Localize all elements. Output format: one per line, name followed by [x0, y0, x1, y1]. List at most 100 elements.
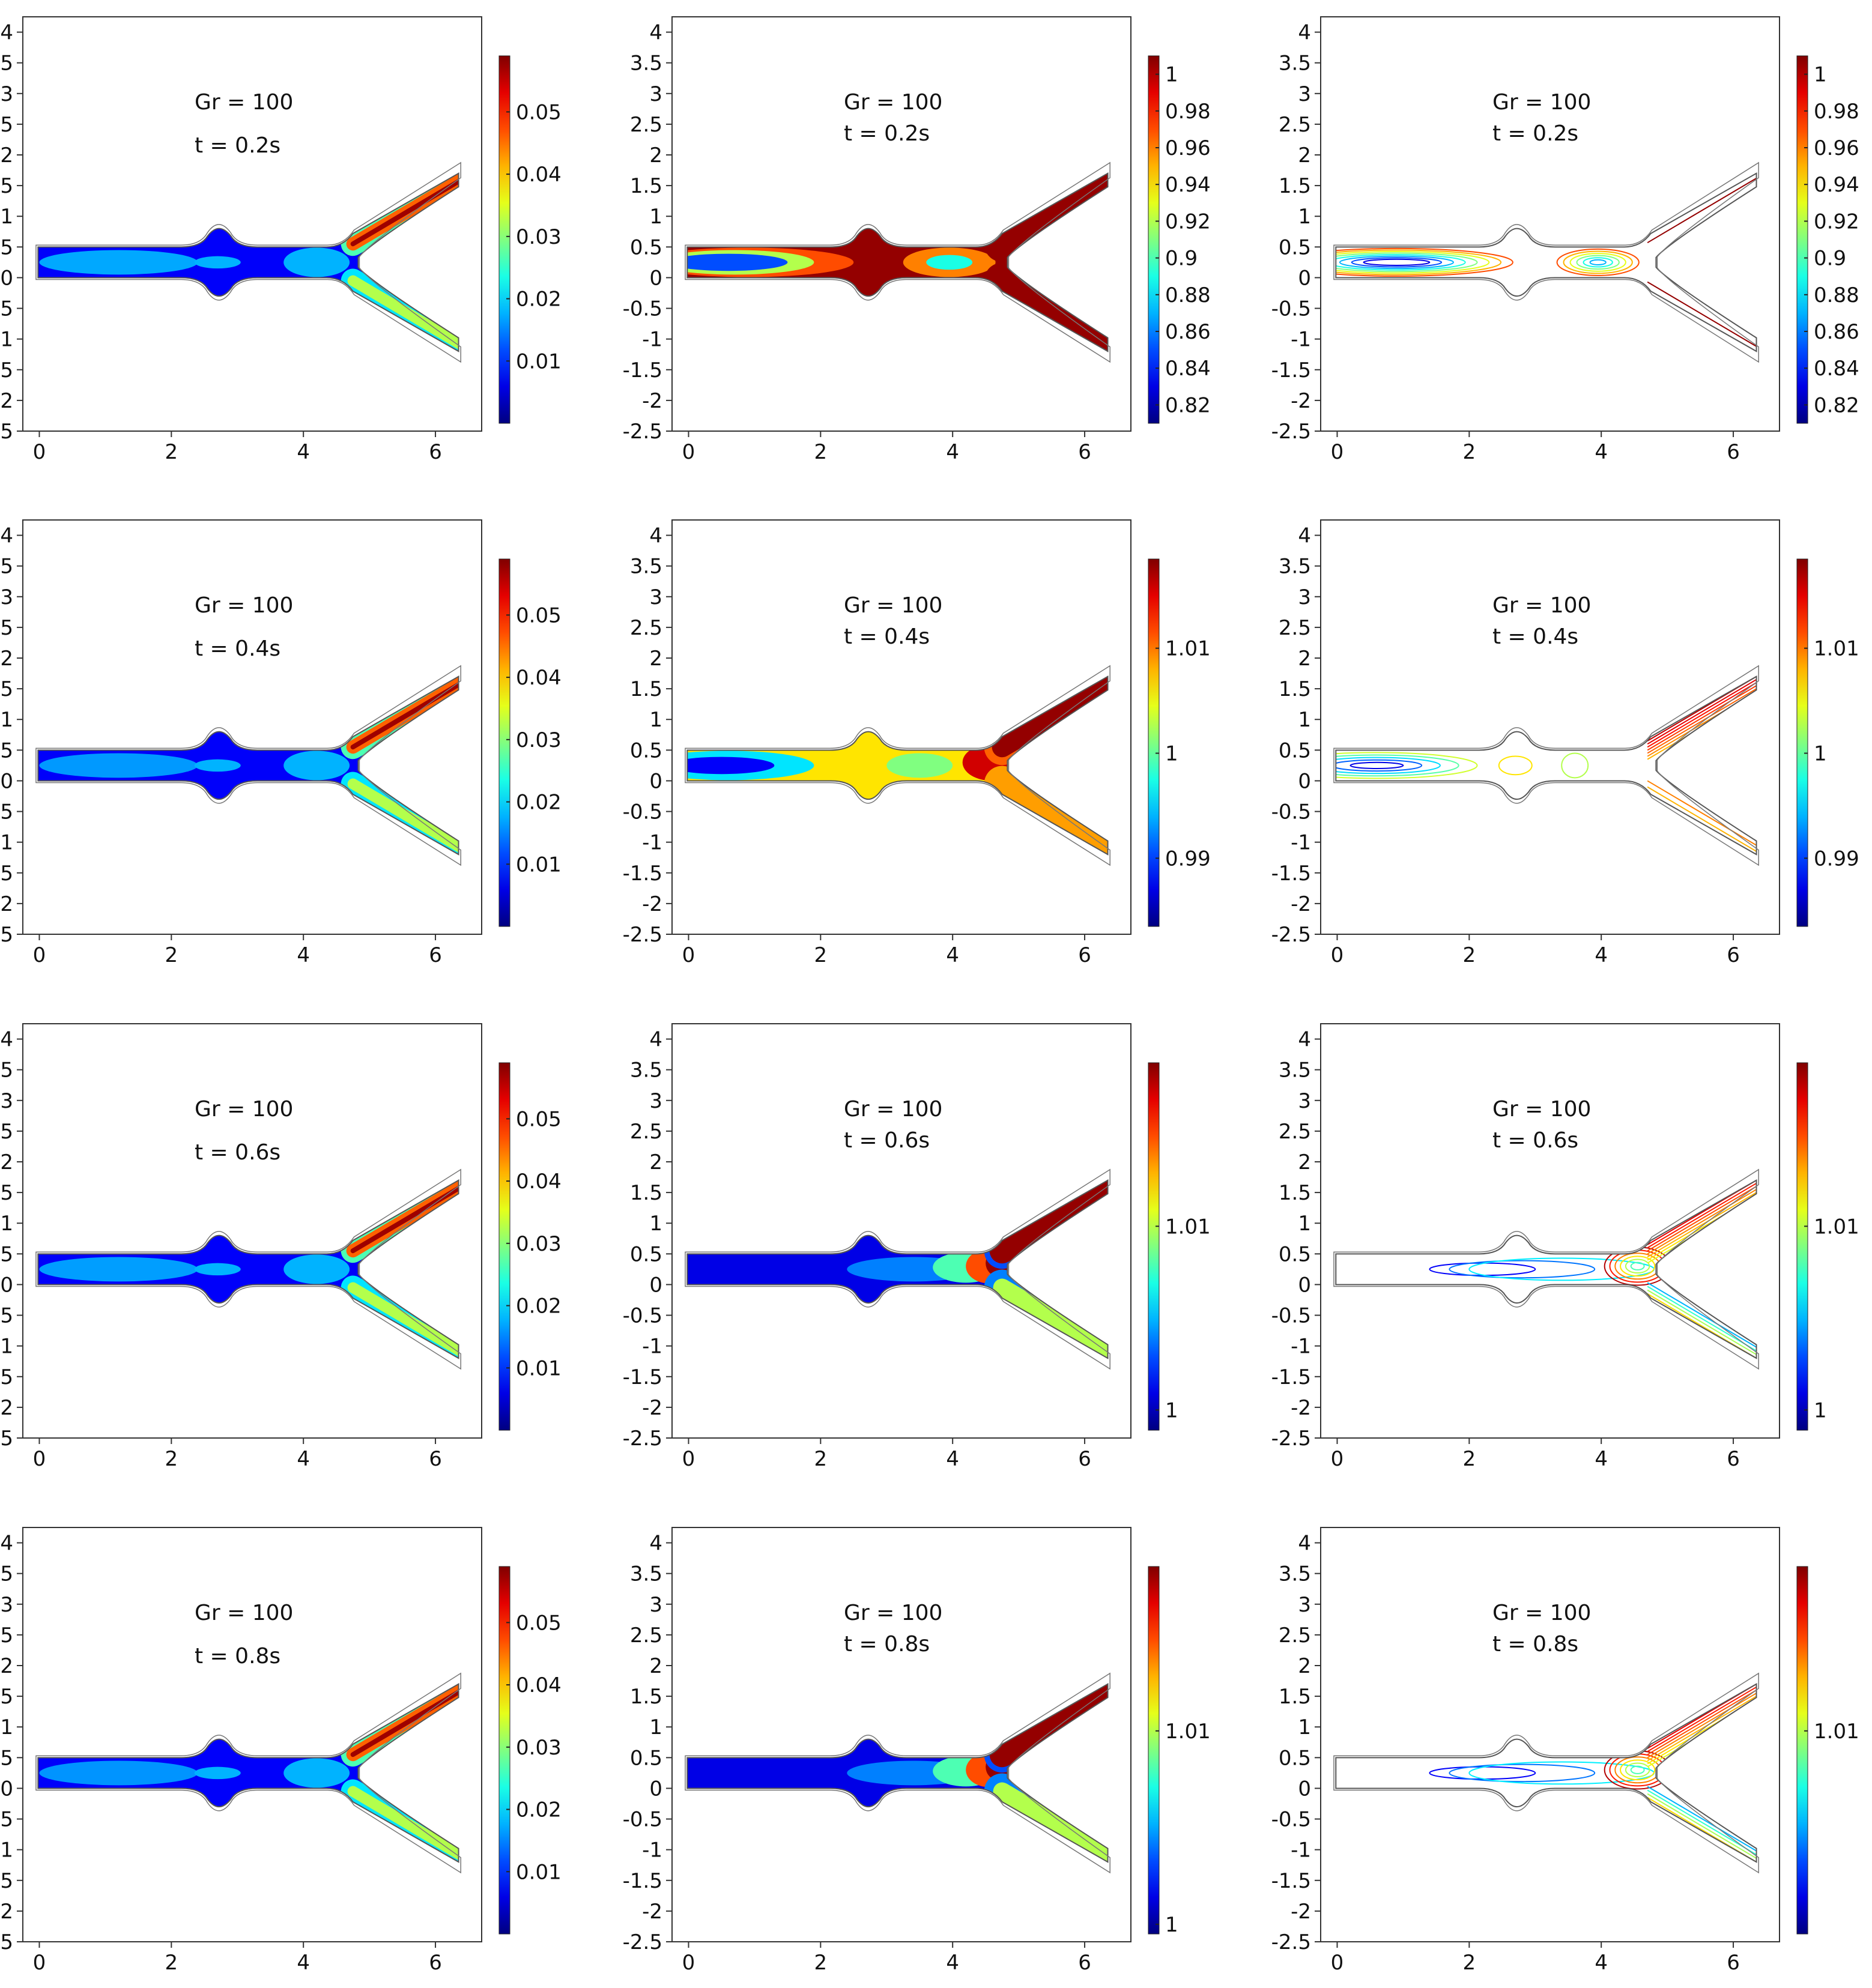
x-tick-label: 2 — [165, 1951, 178, 1975]
colorbar-tick-label: 1.01 — [1814, 637, 1859, 661]
x-tick-label: 4 — [946, 943, 959, 967]
y-tick-label: 3 — [0, 82, 13, 106]
y-tick-label: 2.5 — [630, 1120, 662, 1144]
contour-line — [1647, 1693, 1757, 1759]
y-tick-label: 0.5 — [0, 1242, 13, 1266]
y-tick-label: 0 — [649, 769, 662, 793]
y-tick-label: -2.5 — [0, 420, 13, 444]
y-tick-label: 3.5 — [0, 52, 13, 76]
contour-line — [1449, 1763, 1596, 1783]
channel-wall-outer — [685, 1170, 1110, 1369]
y-tick-label: 1 — [0, 1212, 13, 1236]
colorbar-tick-label: 0.84 — [1814, 357, 1859, 381]
field-blob — [194, 1263, 241, 1276]
colorbar-tick-label: 0.01 — [516, 349, 562, 373]
x-tick-label: 6 — [1078, 943, 1091, 967]
annotation: Gr = 100 — [195, 1601, 293, 1625]
y-tick-label: 4 — [649, 524, 662, 548]
plot-frame — [671, 519, 1131, 935]
y-tick-label: 1.5 — [1279, 1181, 1311, 1205]
y-tick-label: 1 — [1298, 205, 1311, 229]
colorbar — [498, 55, 510, 424]
y-tick-label: 4 — [1298, 21, 1311, 45]
panel-3-3: 0 2 4 6 -2.5 -2 -1.5 -1 -0.5 0 0.5 1 1.5 2 2.5 3 3.5 4 Gr … — [1271, 1023, 1859, 1471]
y-tick-label: -0.5 — [1271, 1808, 1311, 1832]
field-blob — [39, 250, 198, 275]
x-tick-label: 2 — [1463, 1951, 1476, 1975]
contour-line — [1647, 1696, 1757, 1762]
x-tick-label: 4 — [297, 1951, 310, 1975]
x-tick-label: 6 — [429, 1951, 442, 1975]
contour-line — [1583, 257, 1613, 268]
colorbar — [498, 558, 510, 927]
y-tick-label: -1 — [0, 831, 13, 855]
x-tick-label: 0 — [1331, 1447, 1344, 1471]
field-blob — [687, 253, 788, 271]
y-tick-label: 2 — [0, 1654, 13, 1678]
colorbar-tick-label: 0.84 — [1165, 357, 1211, 381]
colorbar-tick-label: 0.99 — [1814, 847, 1859, 871]
y-tick-label: 4 — [649, 1028, 662, 1052]
x-tick-label: 0 — [682, 943, 695, 967]
y-tick-label: 2.5 — [0, 616, 13, 640]
colorbar-tick-label: 0.88 — [1165, 283, 1211, 307]
colorbar-tick-label: 1.01 — [1814, 1215, 1859, 1239]
y-tick-label: 2.5 — [630, 113, 662, 137]
colorbar-tick-label: 1.01 — [1814, 1720, 1859, 1744]
contour-line — [1647, 281, 1757, 347]
colorbar-tick-label: 0.05 — [516, 100, 562, 124]
y-tick-label: -2.5 — [623, 1427, 662, 1451]
y-tick-label: 2 — [649, 1150, 662, 1174]
field-blob — [194, 1766, 241, 1780]
y-tick-label: -1.5 — [0, 1869, 13, 1893]
y-tick-label: -2.5 — [0, 1427, 13, 1451]
x-tick-label: 4 — [1595, 440, 1608, 464]
channel-wall — [1336, 1180, 1756, 1358]
y-tick-label: -2 — [642, 389, 662, 413]
contour-line — [1339, 255, 1454, 270]
y-tick-label: -0.5 — [0, 1808, 13, 1832]
y-tick-label: 3 — [649, 82, 662, 106]
colorbar-tick-label: 0.94 — [1165, 173, 1211, 197]
y-tick-label: 3 — [1298, 82, 1311, 106]
contour-line — [1647, 1786, 1757, 1852]
y-tick-label: -0.5 — [623, 800, 662, 824]
y-tick-label: 4 — [1298, 1532, 1311, 1556]
plot-frame — [1320, 1023, 1780, 1439]
y-tick-label: 0.5 — [630, 739, 662, 763]
y-tick-label: 0.5 — [630, 1746, 662, 1770]
y-tick-label: -1.5 — [1271, 862, 1311, 886]
x-tick-label: 0 — [1331, 440, 1344, 464]
contour-line — [1647, 780, 1757, 846]
y-tick-label: 3.5 — [630, 555, 662, 579]
y-tick-label: 4 — [0, 524, 13, 548]
contour-line — [1647, 1189, 1757, 1255]
y-tick-label: 1.5 — [0, 1181, 13, 1205]
plot-frame — [1320, 1527, 1780, 1942]
x-tick-label: 6 — [1078, 1951, 1091, 1975]
y-tick-label: -2.5 — [623, 1930, 662, 1954]
y-tick-label: -2 — [1291, 389, 1311, 413]
contour-line — [1647, 1789, 1757, 1855]
y-tick-label: -0.5 — [623, 1808, 662, 1832]
y-tick-label: 1 — [0, 708, 13, 732]
x-tick-label: 4 — [297, 440, 310, 464]
annotation: t = 0.4s — [844, 624, 930, 649]
colorbar-tick-label: 1 — [1814, 742, 1827, 766]
y-tick-label: 2.5 — [630, 616, 662, 640]
y-tick-label: -1.5 — [623, 358, 662, 382]
channel-wall-outer — [685, 163, 1110, 362]
colorbar-tick-label: 0.98 — [1165, 100, 1211, 124]
colorbar — [1148, 1062, 1160, 1431]
colorbar-tick-label: 0.02 — [516, 1295, 562, 1319]
contour-line — [1647, 685, 1757, 751]
colorbar-tick-label: 0.9 — [1814, 247, 1846, 271]
x-tick-label: 2 — [814, 1447, 828, 1471]
colorbar-tick-label: 0.94 — [1814, 173, 1859, 197]
y-tick-label: 4 — [0, 21, 13, 45]
x-tick-label: 6 — [1727, 440, 1740, 464]
y-tick-label: 2 — [649, 1654, 662, 1678]
y-tick-label: 1 — [649, 205, 662, 229]
y-tick-label: 2 — [649, 647, 662, 671]
